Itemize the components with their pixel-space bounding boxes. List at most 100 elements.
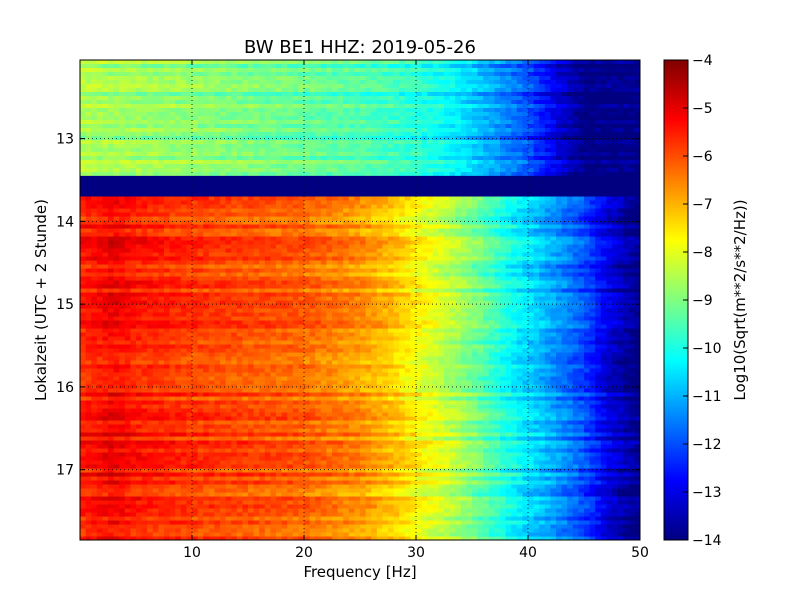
spectrogram-cell xyxy=(539,212,546,217)
spectrogram-cell xyxy=(600,228,607,233)
spectrogram-cell xyxy=(612,260,618,265)
spectrogram-cell xyxy=(354,72,361,77)
spectrogram-cell xyxy=(287,108,294,113)
spectrogram-cell xyxy=(136,260,142,265)
spectrogram-cell xyxy=(169,224,176,229)
spectrogram-cell xyxy=(343,240,350,245)
spectrogram-cell xyxy=(337,228,344,233)
spectrogram-cell xyxy=(488,80,495,85)
spectrogram-cell xyxy=(584,144,590,149)
spectrogram-cell xyxy=(264,264,271,269)
spectrogram-cell xyxy=(326,248,333,253)
spectrogram-cell xyxy=(141,208,148,213)
spectrogram-cell xyxy=(119,72,126,77)
spectrogram-cell xyxy=(561,196,568,201)
spectrogram-cell xyxy=(376,84,383,89)
spectrogram-cell xyxy=(522,260,529,265)
spectrogram-cell xyxy=(472,264,478,269)
spectrogram-cell xyxy=(606,268,613,273)
spectrogram-cell xyxy=(141,244,148,249)
spectrogram-cell xyxy=(388,196,394,201)
spectrogram-cell xyxy=(393,196,400,201)
spectrogram-cell xyxy=(511,260,518,265)
spectrogram-row xyxy=(80,276,641,281)
spectrogram-cell xyxy=(427,232,434,237)
spectrogram-cell xyxy=(113,240,120,245)
spectrogram-cell xyxy=(298,100,305,105)
spectrogram-cell xyxy=(578,224,585,229)
spectrogram-cell xyxy=(589,272,596,277)
spectrogram-cell xyxy=(315,252,322,257)
spectrogram-cell xyxy=(119,140,126,145)
spectrogram-cell xyxy=(287,256,294,261)
spectrogram-cell xyxy=(516,136,523,141)
spectrogram-cell xyxy=(186,120,193,125)
spectrogram-cell xyxy=(416,200,422,205)
spectrogram-cell xyxy=(242,220,249,225)
spectrogram-cell xyxy=(539,84,546,89)
spectrogram-cell xyxy=(404,124,411,129)
spectrogram-cell xyxy=(108,96,114,101)
spectrogram-cell xyxy=(326,224,333,229)
spectrogram-cell xyxy=(141,164,148,169)
spectrogram-cell xyxy=(309,236,316,241)
spectrogram-cell xyxy=(208,64,215,69)
spectrogram-cell xyxy=(561,132,568,137)
spectrogram-cell xyxy=(141,152,148,157)
spectrogram-cell xyxy=(606,212,613,217)
spectrogram-cell xyxy=(270,112,277,117)
spectrogram-cell xyxy=(589,132,596,137)
spectrogram-cell xyxy=(220,124,226,129)
spectrogram-cell xyxy=(399,60,406,65)
spectrogram-cell xyxy=(528,84,534,89)
spectrogram-cell xyxy=(589,264,596,269)
spectrogram-cell xyxy=(197,120,204,125)
spectrogram-cell xyxy=(371,216,378,221)
spectrogram-cell xyxy=(399,260,406,265)
spectrogram-cell xyxy=(259,168,266,173)
spectrogram-cell xyxy=(152,92,159,97)
spectrogram-cell xyxy=(91,232,98,237)
spectrogram-cell xyxy=(578,76,585,81)
spectrogram-cell xyxy=(152,144,159,149)
spectrogram-cell xyxy=(578,144,585,149)
spectrogram-cell xyxy=(494,252,501,257)
spectrogram-cell xyxy=(136,248,142,253)
spectrogram-cell xyxy=(141,272,148,277)
spectrogram-cell xyxy=(438,232,445,237)
spectrogram-cell xyxy=(444,168,450,173)
spectrogram-cell xyxy=(410,132,417,137)
spectrogram-cell xyxy=(438,88,445,93)
spectrogram-cell xyxy=(298,248,305,253)
spectrogram-cell xyxy=(102,228,109,233)
spectrogram-cell xyxy=(242,124,249,129)
spectrogram-cell xyxy=(281,208,288,213)
spectrogram-cell xyxy=(578,116,585,121)
spectrogram-cell xyxy=(124,132,131,137)
spectrogram-cell xyxy=(393,228,400,233)
spectrogram-cell xyxy=(511,72,518,77)
spectrogram-cell xyxy=(388,268,394,273)
spectrogram-cell xyxy=(511,60,518,65)
spectrogram-cell xyxy=(287,252,294,257)
spectrogram-cell xyxy=(186,164,193,169)
spectrogram-cell xyxy=(589,60,596,65)
spectrogram-cell xyxy=(539,128,546,133)
spectrogram-cell xyxy=(220,172,226,177)
spectrogram-cell xyxy=(528,164,534,169)
spectrogram-cell xyxy=(298,160,305,165)
spectrogram-cell xyxy=(533,128,540,133)
spectrogram-cell xyxy=(539,168,546,173)
spectrogram-cell xyxy=(595,76,602,81)
spectrogram-cell xyxy=(472,64,478,69)
spectrogram-cell xyxy=(119,172,126,177)
spectrogram-cell xyxy=(96,264,103,269)
spectrogram-cell xyxy=(253,156,260,161)
spectrogram-cell xyxy=(522,96,529,101)
spectrogram-cell xyxy=(136,200,142,205)
spectrogram-cell xyxy=(164,68,170,73)
spectrogram-cell xyxy=(438,132,445,137)
spectrogram-cell xyxy=(466,236,473,241)
spectrogram-cell xyxy=(102,204,109,209)
spectrogram-cell xyxy=(634,148,641,153)
